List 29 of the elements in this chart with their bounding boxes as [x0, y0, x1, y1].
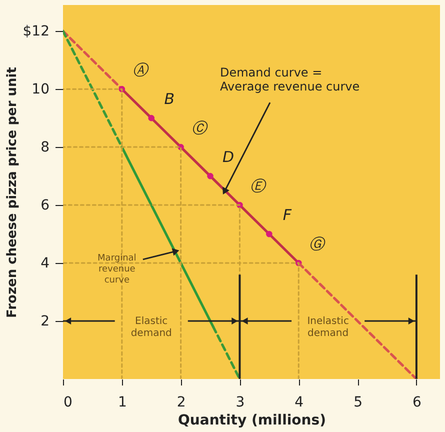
annotation: F — [282, 206, 292, 224]
annotation: Ⓖ — [309, 235, 326, 254]
annotation: D — [222, 148, 234, 166]
y-tick-label: 4 — [40, 256, 50, 272]
x-tick-label: 0 — [64, 394, 72, 410]
point — [148, 114, 155, 122]
x-tick-label: 3 — [236, 394, 245, 410]
x-tick-label: 2 — [176, 394, 186, 410]
x-tick-label: 6 — [412, 394, 422, 410]
y-tick-label: 10 — [32, 82, 50, 98]
point — [266, 230, 272, 238]
y-tick-label: $12 — [22, 24, 50, 40]
annotation: Elastic demand — [130, 316, 172, 340]
y-axis-title: Frozen cheese pizza price per unit — [4, 67, 20, 318]
annotation: Demand curve = Average revenue curve — [220, 66, 360, 94]
x-tick-label: 1 — [118, 394, 127, 410]
annotation: B — [164, 90, 175, 108]
point — [207, 172, 214, 180]
x-tick-label: 5 — [354, 394, 362, 410]
annotation: Inelastic demand — [307, 316, 349, 340]
annotation: Ⓔ — [250, 177, 268, 196]
annotation: Marginal revenue curve — [98, 253, 136, 286]
y-tick-label: 2 — [40, 314, 50, 330]
annotation: Ⓐ — [132, 61, 150, 80]
x-tick-label: 4 — [294, 394, 304, 410]
y-tick-label: 6 — [40, 198, 50, 214]
x-axis-title: Quantity (millions) — [178, 412, 326, 428]
y-tick-label: 8 — [40, 140, 50, 156]
annotation: Ⓒ — [191, 119, 208, 138]
